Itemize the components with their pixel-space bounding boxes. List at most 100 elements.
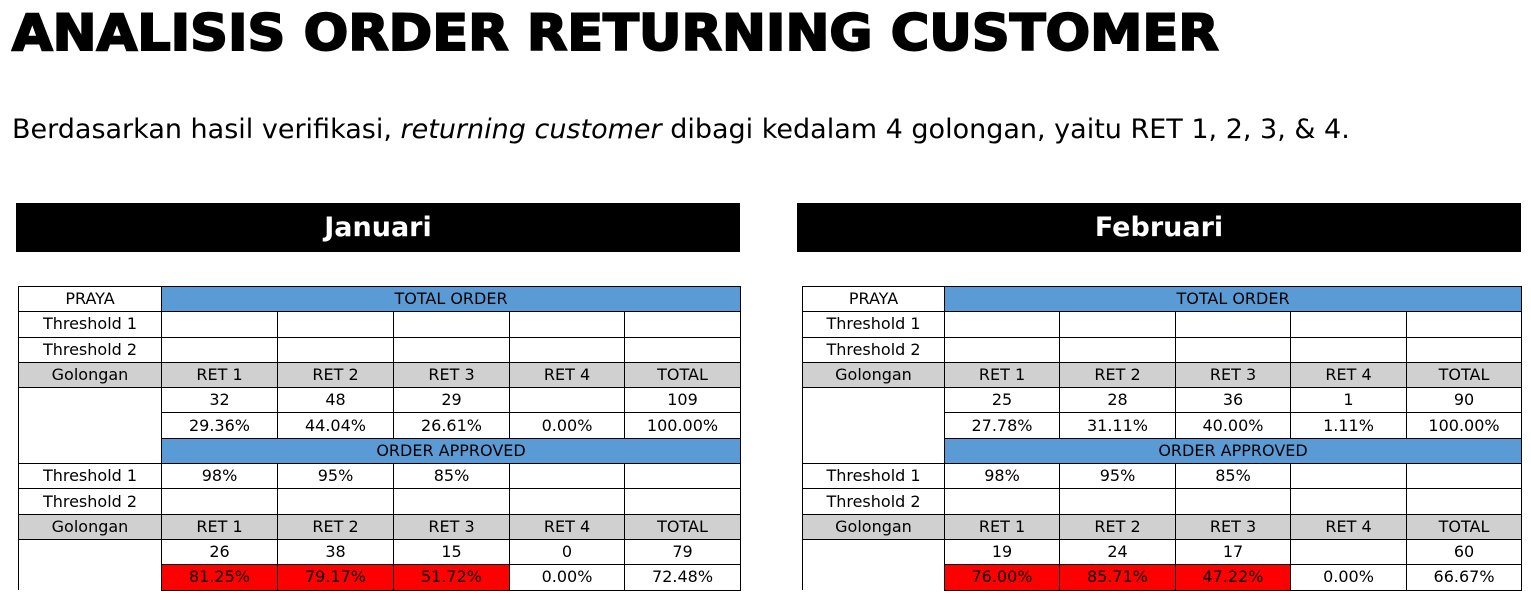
table-cell [1290, 488, 1407, 515]
column-header: RET 1 [944, 513, 1060, 540]
percent-cell: 31.11% [1059, 412, 1176, 439]
count-cell [509, 387, 625, 414]
table-cell [944, 311, 1060, 338]
golongan-label: Golongan [802, 361, 945, 389]
table-row: PRAYA TOTAL ORDER [802, 285, 1523, 313]
month-header-januari: Januari [16, 203, 740, 252]
percent-cell-below-threshold: 51.72% [393, 564, 510, 591]
table-row: 26 38 15 0 79 [18, 538, 742, 566]
blank-cell [18, 412, 162, 439]
table-row: Threshold 1 [18, 311, 742, 338]
count-cell [1290, 538, 1407, 566]
area-label: PRAYA [18, 285, 162, 313]
blank-cell [802, 438, 945, 464]
count-cell: 19 [944, 538, 1060, 566]
table-row: Threshold 2 [18, 336, 742, 363]
count-cell: 79 [623, 538, 742, 566]
percent-cell: 66.67% [1405, 564, 1523, 591]
intro-emphasis: returning customer [400, 114, 662, 145]
percent-cell: 0.00% [1290, 564, 1407, 591]
table-header-row: Golongan RET 1 RET 2 RET 3 RET 4 TOTAL [18, 361, 742, 389]
table-cell [623, 311, 742, 338]
golongan-label: Golongan [18, 513, 162, 540]
table-header-row: Golongan RET 1 RET 2 RET 3 RET 4 TOTAL [18, 513, 742, 540]
table-row: Threshold 2 [802, 488, 1523, 515]
table-cell [1290, 311, 1407, 338]
percent-cell: 72.48% [623, 564, 742, 591]
table-cell [1405, 488, 1523, 515]
section-total-order: TOTAL ORDER [160, 285, 742, 313]
column-header: TOTAL [623, 361, 742, 389]
percent-cell: 26.61% [393, 412, 510, 439]
count-cell: 28 [1059, 387, 1176, 414]
table-row: ORDER APPROVED [18, 437, 742, 465]
table-cell [509, 311, 625, 338]
column-header: RET 3 [393, 513, 510, 540]
month-header-februari: Februari [797, 203, 1521, 252]
table-cell: 98% [944, 463, 1060, 490]
blank-cell [802, 412, 945, 439]
count-cell: 26 [161, 538, 278, 566]
column-header: RET 2 [1059, 513, 1176, 540]
count-cell: 32 [161, 387, 278, 414]
column-header: RET 2 [277, 361, 394, 389]
column-header: RET 4 [509, 513, 625, 540]
count-cell: 0 [509, 538, 625, 566]
count-cell: 36 [1175, 387, 1291, 414]
table-cell [1175, 311, 1291, 338]
count-cell: 38 [277, 538, 394, 566]
threshold-1-label: Threshold 1 [802, 463, 945, 490]
table-cell [623, 488, 742, 515]
table-cell: 95% [277, 463, 394, 490]
column-header: RET 3 [393, 361, 510, 389]
table-row: Threshold 2 [18, 488, 742, 515]
table-cell [1175, 336, 1291, 363]
count-cell: 24 [1059, 538, 1176, 566]
percent-cell: 27.78% [944, 412, 1060, 439]
section-order-approved: ORDER APPROVED [160, 437, 742, 465]
table-cell [277, 488, 394, 515]
table-cell [277, 336, 394, 363]
column-header: TOTAL [1405, 361, 1523, 389]
column-header: RET 1 [944, 361, 1060, 389]
table-row: 19 24 17 60 [802, 538, 1523, 566]
column-header: RET 2 [277, 513, 394, 540]
percent-cell: 100.00% [623, 412, 742, 439]
threshold-2-label: Threshold 2 [18, 488, 162, 515]
table-row: Threshold 2 [802, 336, 1523, 363]
percent-cell: 1.11% [1290, 412, 1407, 439]
table-cell [1405, 311, 1523, 338]
count-cell: 60 [1405, 538, 1523, 566]
blank-cell [18, 387, 162, 413]
count-cell: 109 [623, 387, 742, 414]
percent-cell: 44.04% [277, 412, 394, 439]
area-label: PRAYA [802, 285, 945, 313]
table-row: Threshold 1 [802, 311, 1523, 338]
column-header: RET 4 [1290, 361, 1407, 389]
table-cell [1059, 488, 1176, 515]
golongan-label: Golongan [18, 361, 162, 389]
table-januari: PRAYA TOTAL ORDER Threshold 1 Threshold … [18, 285, 742, 591]
column-header: RET 1 [161, 361, 278, 389]
table-row: 81.25% 79.17% 51.72% 0.00% 72.48% [18, 564, 742, 591]
blank-cell [18, 539, 162, 565]
table-cell: 95% [1059, 463, 1176, 490]
table-row: PRAYA TOTAL ORDER [18, 285, 742, 313]
table-cell [1175, 488, 1291, 515]
table-cell: 85% [393, 463, 510, 490]
table-row: 27.78% 31.11% 40.00% 1.11% 100.00% [802, 412, 1523, 439]
table-cell [1290, 463, 1407, 490]
table-row: 25 28 36 1 90 [802, 387, 1523, 414]
table-cell [161, 336, 278, 363]
table-header-row: Golongan RET 1 RET 2 RET 3 RET 4 TOTAL [802, 361, 1523, 389]
count-cell: 29 [393, 387, 510, 414]
threshold-1-label: Threshold 1 [802, 311, 945, 338]
blank-cell [802, 564, 945, 591]
count-cell: 48 [277, 387, 394, 414]
percent-cell-below-threshold: 81.25% [161, 564, 278, 591]
column-header: TOTAL [1405, 513, 1523, 540]
count-cell: 15 [393, 538, 510, 566]
table-cell [944, 336, 1060, 363]
golongan-label: Golongan [802, 513, 945, 540]
percent-cell-below-threshold: 79.17% [277, 564, 394, 591]
